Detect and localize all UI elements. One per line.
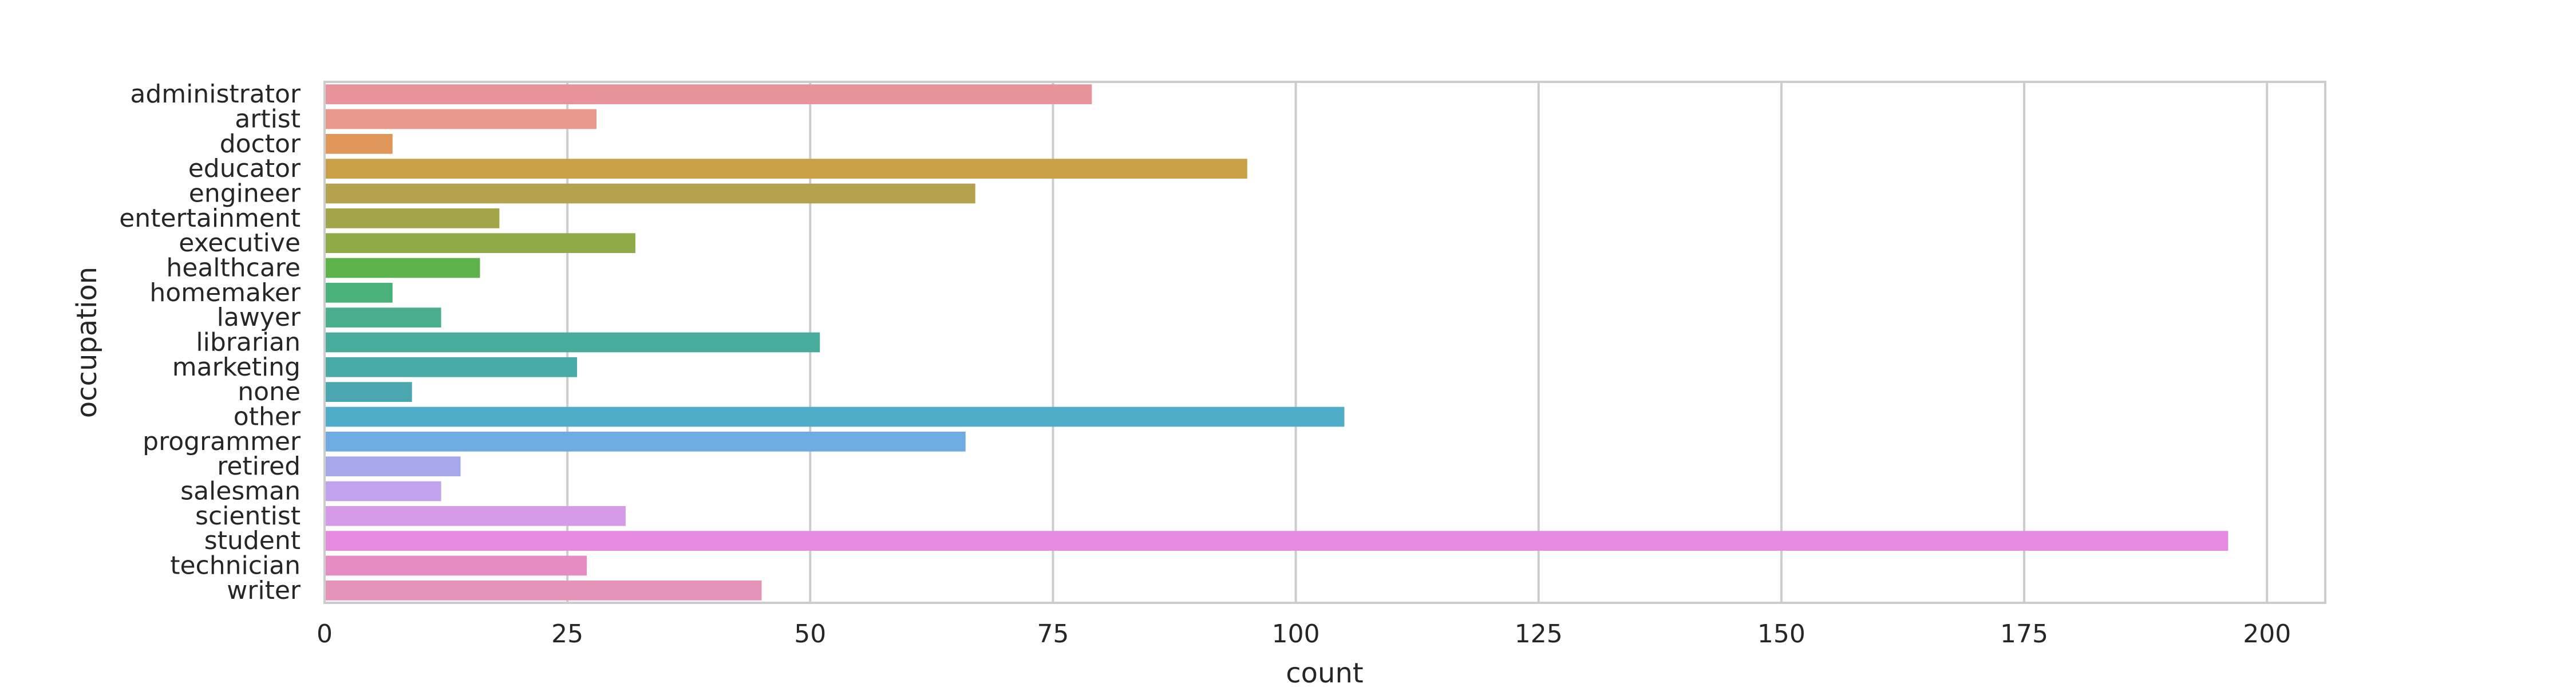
bar-doctor	[325, 134, 393, 154]
y-tick-label: doctor	[220, 129, 301, 159]
y-tick-label: marketing	[172, 353, 301, 382]
bar-retired	[325, 456, 461, 476]
x-tick-label: 25	[551, 619, 583, 649]
bar-marketing	[325, 357, 578, 377]
y-tick-label: engineer	[189, 179, 301, 208]
bar-artist	[325, 109, 597, 129]
bar-healthcare	[325, 258, 480, 278]
x-tick-label: 100	[1272, 619, 1320, 649]
y-tick-label: administrator	[130, 80, 301, 109]
y-tick-label: educator	[188, 154, 301, 183]
x-tick-labels: 0 25 50 75 100 125 150 175 200	[317, 619, 2291, 649]
bar-writer	[325, 581, 762, 601]
bar-homemaker	[325, 283, 393, 303]
bar-student	[325, 531, 2229, 551]
y-tick-label: executive	[179, 228, 301, 258]
bar-lawyer	[325, 307, 441, 327]
bar-other	[325, 406, 1345, 427]
bars	[325, 84, 2229, 601]
y-tick-label: none	[238, 377, 301, 406]
bar-scientist	[325, 506, 626, 526]
plot-frame	[323, 81, 2326, 604]
y-tick-label: homemaker	[149, 278, 301, 307]
x-tick-label: 50	[794, 619, 826, 649]
bar-salesman	[325, 481, 441, 502]
y-tick-label: lawyer	[217, 303, 301, 332]
x-tick-label: 175	[2000, 619, 2048, 649]
y-tick-labels: administratorartistdoctoreducatorenginee…	[119, 80, 301, 605]
y-tick-label: salesman	[180, 477, 301, 506]
bar-educator	[325, 159, 1247, 179]
y-tick-label: writer	[227, 576, 301, 605]
x-tick-label: 150	[1757, 619, 1805, 649]
bar-engineer	[325, 183, 975, 204]
y-tick-label: scientist	[195, 502, 301, 531]
y-tick-label: librarian	[196, 328, 301, 357]
y-tick-label: technician	[170, 551, 301, 581]
bar-programmer	[325, 432, 966, 452]
y-tick-label: retired	[217, 452, 301, 481]
y-tick-label: artist	[235, 105, 301, 134]
bar-librarian	[325, 332, 820, 353]
bar-entertainment	[325, 208, 500, 228]
x-tick-label: 125	[1515, 619, 1563, 649]
x-axis-label: count	[1286, 657, 1363, 687]
y-tick-label: other	[234, 402, 301, 432]
bar-technician	[325, 555, 587, 576]
y-tick-label: student	[204, 526, 301, 555]
bar-administrator	[325, 84, 1092, 104]
x-tick-label: 200	[2243, 619, 2291, 649]
bar-executive	[325, 233, 635, 253]
y-tick-label: healthcare	[166, 254, 301, 283]
x-tick-label: 0	[317, 619, 333, 649]
y-axis-label: occupation	[71, 267, 103, 418]
y-tick-label: entertainment	[119, 204, 301, 233]
bar-none	[325, 382, 412, 402]
y-tick-label: programmer	[143, 427, 301, 456]
x-tick-label: 75	[1037, 619, 1069, 649]
